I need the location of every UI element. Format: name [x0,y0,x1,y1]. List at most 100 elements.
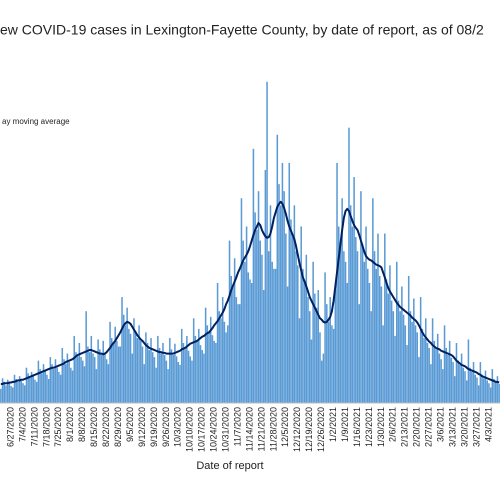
bar [107,364,110,403]
bar [109,321,111,403]
bar [331,325,333,403]
bar [320,360,323,403]
bar [332,328,335,403]
bar [175,356,178,403]
bar [131,353,134,403]
x-tick-label: 1/30/2021 [376,407,386,447]
bar [305,254,308,403]
bar [80,357,82,403]
x-tick-label: 8/15/2020 [89,407,99,447]
x-tick-label: 9/19/2020 [149,407,159,447]
bar [370,311,372,403]
bar [160,353,163,403]
bar [203,353,205,403]
bar [23,385,26,403]
bar [114,326,116,403]
bar [454,376,456,403]
bar [204,307,207,403]
bar [170,349,173,403]
bar [476,377,478,403]
x-axis-title: Date of report [196,460,263,472]
bar [117,346,120,403]
x-tick-label: 4/3/2021 [483,407,493,442]
bar [138,325,140,403]
bar [126,307,128,403]
bar [163,354,166,403]
bar [211,335,214,403]
bar [242,240,244,403]
x-tick-label: 9/26/2020 [161,407,171,447]
bar [227,325,229,403]
bar [136,338,139,403]
bar [92,353,94,403]
bar [274,268,277,403]
bar [477,385,480,403]
bar [100,354,103,403]
bar [469,367,471,403]
bar [406,345,408,403]
bar [59,374,62,403]
x-tick-label: 9/12/2020 [137,407,147,447]
bar [247,272,250,403]
bar [25,367,28,403]
bar [112,342,115,403]
bar [310,339,313,403]
chart-title: ew COVID-19 cases in Lexington-Fayette C… [0,22,484,38]
bar [70,367,72,403]
x-tick-label: 1/2/2021 [328,407,338,442]
bar [462,367,465,403]
bar [68,362,70,403]
bar [498,383,500,403]
x-tick-label: 12/26/2020 [316,407,326,452]
bar [182,342,185,403]
bar [392,311,395,403]
bar [172,354,174,403]
x-tick-label: 12/5/2020 [280,407,290,447]
bar [13,374,16,403]
bar [254,212,256,403]
bar [273,268,275,403]
bar [133,318,135,403]
bar [37,360,40,403]
bar [349,205,352,403]
bar [237,304,239,403]
bar [262,290,265,403]
bar [199,345,202,403]
bar [465,380,468,403]
x-tick-label: 7/18/2020 [41,407,51,447]
bar [35,381,38,403]
bar [467,339,470,403]
bar [51,364,53,403]
bar [293,205,296,403]
bar [162,342,164,403]
bar [158,347,161,403]
bar [18,376,21,403]
bar [198,328,200,403]
bar [315,307,318,403]
bar [184,349,186,403]
bar [358,304,360,403]
x-tick-label: 3/20/2021 [459,407,469,447]
bar [196,340,198,403]
bar [124,325,127,403]
bar [151,352,154,403]
bar [373,251,376,403]
bar [257,191,260,403]
bar [271,261,273,403]
bar [186,335,188,403]
bar [411,321,413,403]
bar [295,251,297,403]
x-tick-label: 11/7/2020 [232,407,242,446]
bar [121,297,123,403]
bar [428,347,430,403]
bar [22,383,24,403]
bar [148,350,151,403]
bar [233,258,236,403]
bar [324,272,326,403]
bar [177,362,180,403]
x-tick-label: 7/11/2020 [29,407,39,446]
bar [372,198,374,403]
bar [39,369,41,403]
bar [167,369,169,403]
